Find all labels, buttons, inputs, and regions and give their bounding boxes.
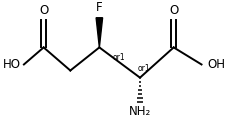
- Text: or1: or1: [138, 64, 150, 73]
- Text: OH: OH: [207, 58, 225, 71]
- Text: HO: HO: [2, 58, 20, 71]
- Text: or1: or1: [112, 53, 125, 62]
- Polygon shape: [96, 18, 103, 47]
- Text: F: F: [96, 1, 103, 14]
- Text: O: O: [169, 4, 178, 17]
- Text: O: O: [39, 4, 48, 17]
- Text: NH₂: NH₂: [129, 105, 151, 118]
